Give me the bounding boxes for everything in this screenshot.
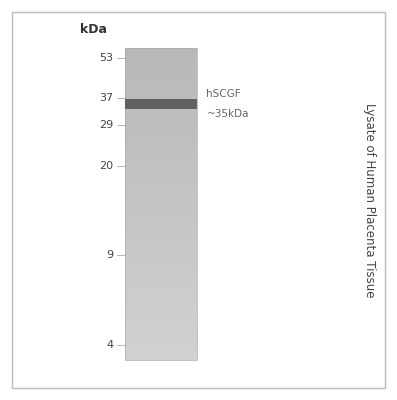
Text: ~35kDa: ~35kDa: [206, 109, 249, 119]
Text: kDa: kDa: [80, 23, 107, 36]
Text: 20: 20: [99, 161, 113, 171]
Text: 29: 29: [99, 120, 113, 130]
Text: Lysate of Human Placenta Tissue: Lysate of Human Placenta Tissue: [363, 103, 376, 297]
Text: 53: 53: [99, 53, 113, 63]
Text: 9: 9: [106, 250, 113, 260]
Text: 37: 37: [99, 93, 113, 103]
Text: hSCGF: hSCGF: [206, 89, 241, 99]
Text: 4: 4: [106, 340, 113, 350]
